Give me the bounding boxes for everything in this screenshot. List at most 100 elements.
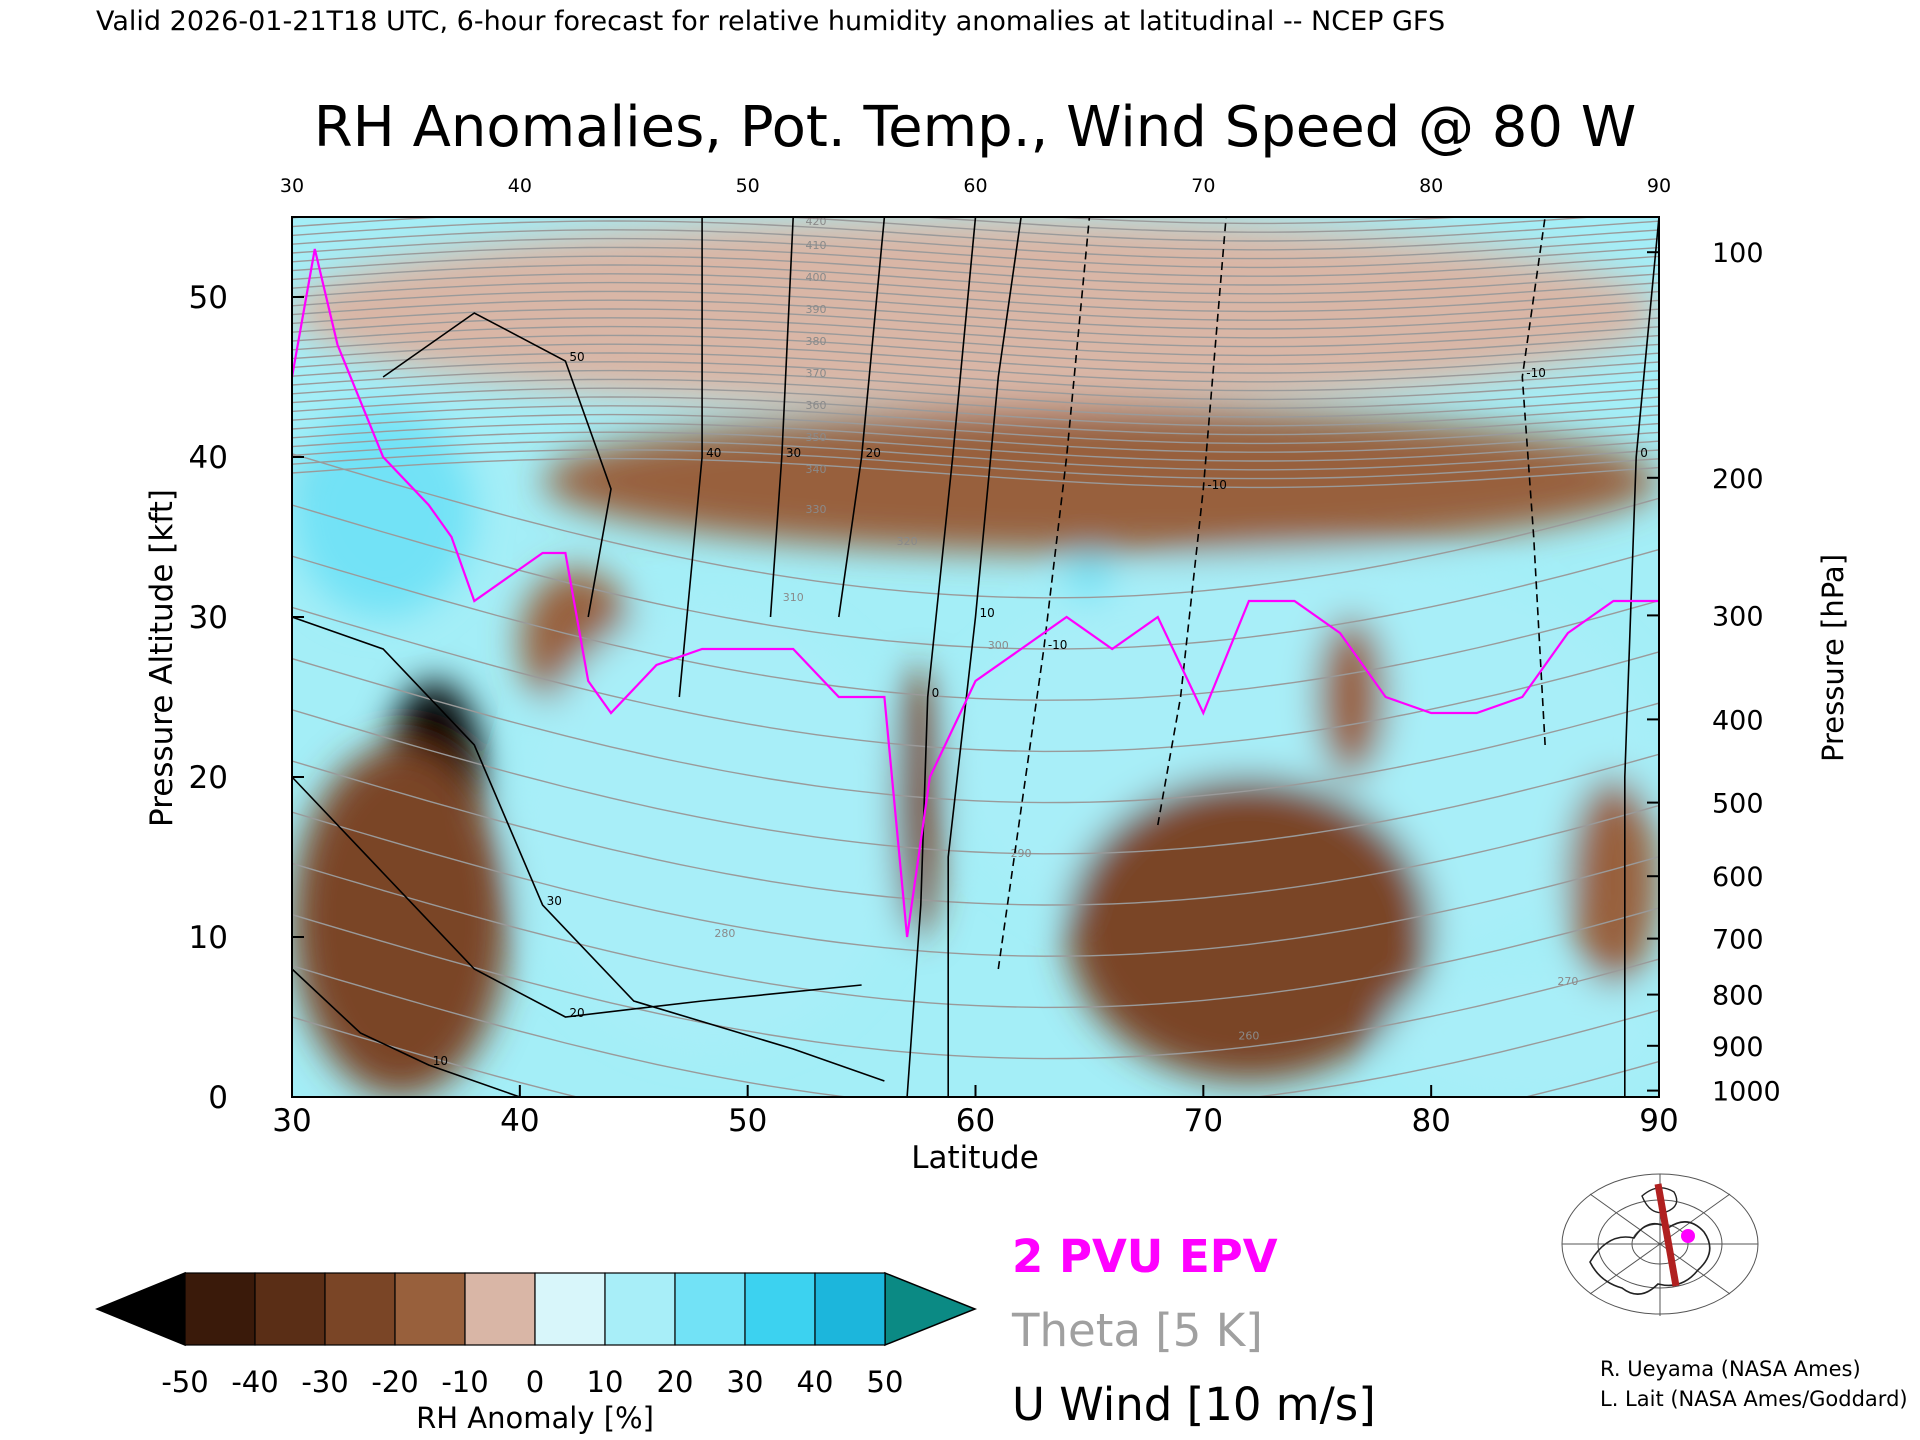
theta-contour: [292, 449, 1659, 480]
theta-contour: [292, 343, 1659, 374]
epv-2pvu-line: [292, 248, 1659, 938]
theta-contour: [292, 862, 1659, 1009]
u-wind-contours: 0 10 20 30 40 -10 -10 -10 0 30 50 20 10: [292, 217, 1659, 1097]
theta-contour: [292, 387, 1659, 418]
theta-contour: [292, 457, 1659, 489]
theta-contour-label: 340: [806, 463, 827, 476]
x-top-tick-label: 70: [1191, 175, 1215, 197]
colorbar-tick-label: 50: [867, 1365, 904, 1399]
u-wind-contour: [382, 312, 612, 618]
colorbar-tick-label: 0: [526, 1365, 544, 1399]
u-wind-label: 20: [866, 446, 881, 460]
u-wind-label: 30: [547, 894, 562, 908]
y-axis-right-pressure: 100 200 300 400 500 600 700 800 900 1000: [1647, 238, 1781, 1108]
y-axis-label: Pressure Altitude [kft]: [144, 489, 180, 827]
theta-contour-label: 370: [806, 367, 827, 380]
y-tick-label: 50: [189, 280, 228, 316]
theta-contour-label: 410: [806, 239, 827, 252]
plot-area: 2602702802903003103203303403503603703803…: [291, 215, 1660, 1098]
u-wind-label: 0: [932, 686, 940, 700]
u-wind-label: -10: [1526, 366, 1546, 380]
theta-contour: [292, 369, 1659, 401]
colorbar-tick-label: 10: [587, 1365, 624, 1399]
pressure-tick-label: 700: [1712, 925, 1764, 956]
theta-contour: [292, 361, 1659, 392]
theta-contour: [292, 504, 1659, 650]
theta-contour: [292, 264, 1659, 295]
theta-contour: [292, 317, 1659, 348]
theta-contour: [292, 555, 1659, 701]
theta-contour: [292, 913, 1659, 1060]
u-wind-label: 30: [786, 446, 801, 460]
colorbar-box: [394, 1272, 466, 1346]
y-tick-label: 20: [189, 760, 228, 796]
theta-contour: [292, 378, 1659, 409]
theta-contour: [292, 217, 1659, 242]
u-wind-contour: [997, 217, 1091, 970]
theta-contour-label: 320: [897, 535, 918, 548]
pressure-tick-label: 100: [1712, 238, 1764, 269]
rh-region-6: [542, 409, 1659, 553]
theta-contour-label: 350: [806, 431, 827, 444]
x-tick-label: 60: [956, 1103, 995, 1139]
u-wind-contour: [906, 217, 977, 1097]
u-wind-label: -10: [1207, 478, 1227, 492]
theta-contour-label: 420: [806, 215, 827, 228]
x-tick-label: 40: [500, 1103, 539, 1139]
u-wind-contour: [769, 217, 794, 618]
x-axis-label: Latitude: [911, 1140, 1039, 1176]
theta-contour: [292, 246, 1659, 277]
theta-contour: [292, 413, 1659, 445]
colorbar-tick-label: -10: [441, 1365, 488, 1399]
theta-contour: [292, 325, 1659, 357]
theta-contour-label: 300: [988, 639, 1009, 652]
y2-axis-label: Pressure [hPa]: [1816, 554, 1850, 762]
u-wind-contour: [678, 217, 703, 698]
rh-region-12: [1066, 777, 1432, 1081]
credit-line-2: L. Lait (NASA Ames/Goddard): [1600, 1387, 1908, 1411]
theta-contour-label: 260: [1238, 1029, 1259, 1042]
x-tick-label: 90: [1639, 1103, 1678, 1139]
theta-contour: [292, 606, 1659, 753]
y-axis-left: 0 10 20 30 40 50: [189, 280, 304, 1116]
theta-contour: [1045, 217, 1472, 225]
x-top-tick-label: 80: [1419, 175, 1443, 197]
u-wind-label: 10: [433, 1054, 448, 1068]
rh-region-14: [1567, 777, 1659, 985]
location-marker: [1681, 1229, 1695, 1243]
u-wind-label: 40: [706, 446, 721, 460]
valid-line: Valid 2026-01-21T18 UTC, 6-hour forecast…: [96, 6, 1445, 37]
legend-epv: 2 PVU EPV: [1012, 1230, 1278, 1283]
x-top-tick-label: 40: [508, 175, 532, 197]
x-axis-bottom: 30 40 50 60 70 80 90: [272, 1085, 1679, 1139]
colorbar-tick-label: 30: [727, 1365, 764, 1399]
x-top-tick-label: 90: [1647, 175, 1671, 197]
theta-contour: [292, 440, 1659, 471]
theta-contour: [292, 965, 1659, 1097]
pressure-tick-label: 800: [1712, 981, 1764, 1012]
theta-contour: [292, 422, 1659, 453]
theta-contour: [292, 405, 1659, 436]
colorbar-box: [814, 1272, 886, 1346]
theta-contour-label: 360: [806, 399, 827, 412]
rh-region-15: [1385, 969, 1659, 1097]
legend-uwind: U Wind [10 m/s]: [1012, 1378, 1376, 1431]
colorbar-box: [604, 1272, 676, 1346]
theta-contour: [292, 811, 1659, 957]
x-tick-label: 70: [1184, 1103, 1223, 1139]
colorbar-tick-label: -30: [301, 1365, 348, 1399]
theta-contour: [292, 273, 1659, 304]
theta-contour: [292, 229, 1659, 260]
rh-region-13: [1317, 617, 1386, 777]
theta-contour-label: 390: [806, 303, 827, 316]
theta-contour-label: 310: [783, 591, 804, 604]
theta-contour: [292, 396, 1659, 427]
colorbar-box: [674, 1272, 746, 1346]
theta-contour-label: 270: [1557, 975, 1578, 988]
theta-contour: [292, 657, 1659, 804]
y-tick-label: 0: [208, 1080, 228, 1116]
colorbar-box: [744, 1272, 816, 1346]
u-wind-contour: [1624, 217, 1659, 1097]
chart-title: RH Anomalies, Pot. Temp., Wind Speed @ 8…: [314, 95, 1636, 160]
theta-contour: [292, 453, 1659, 599]
